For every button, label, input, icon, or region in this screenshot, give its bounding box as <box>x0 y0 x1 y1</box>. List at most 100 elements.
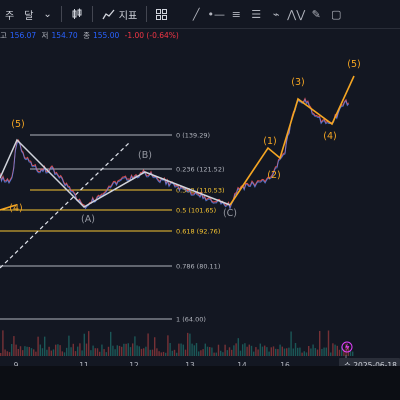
volume-bar <box>200 350 202 356</box>
candles-icon[interactable] <box>66 0 88 28</box>
volume-bar <box>187 332 189 356</box>
volume-bar <box>231 349 233 356</box>
volume-bar <box>70 347 72 356</box>
volume-bar <box>180 343 182 356</box>
wave-label: (A) <box>81 214 95 225</box>
price-line-red <box>0 97 350 210</box>
low-value: 154.70 <box>51 31 78 40</box>
fib-retracement-icon[interactable]: ☰ <box>251 7 262 21</box>
volume-bar <box>334 344 336 356</box>
interval-week-button[interactable]: 주 <box>0 0 19 28</box>
interval-month-button[interactable]: 달 <box>19 0 38 28</box>
volume-bar <box>74 351 77 356</box>
volume-bar <box>96 348 99 356</box>
horizontal-ray-icon[interactable]: •— <box>207 7 225 21</box>
volume-bar <box>316 349 319 356</box>
volume-bar <box>6 351 8 356</box>
volume-bar <box>4 349 6 356</box>
elliott-wave-icon[interactable]: ⋀⋁ <box>287 7 306 21</box>
volume-bar <box>312 344 314 356</box>
volume-bar <box>2 330 4 356</box>
volume-bar <box>349 351 352 356</box>
volume-bar <box>48 346 50 356</box>
volume-bar <box>92 345 94 356</box>
volume-bar <box>125 343 127 356</box>
volume-bar <box>228 347 231 356</box>
volume-bar <box>270 347 272 356</box>
volume-bar <box>224 344 226 356</box>
volume-bar <box>17 348 19 356</box>
volume-bar <box>242 344 244 356</box>
elliott-wave-lines <box>0 75 355 211</box>
volume-bar <box>52 349 55 356</box>
volume-bar <box>288 347 290 356</box>
volume-bar <box>286 348 288 356</box>
volume-bar <box>268 351 270 356</box>
volume-bar <box>176 352 178 356</box>
volume-bar <box>33 349 35 356</box>
wave-label: (4) <box>9 203 22 214</box>
rectangle-icon[interactable]: ▢ <box>331 7 342 21</box>
volume-bar <box>352 351 354 356</box>
volume-bar <box>19 346 22 356</box>
volume-bar <box>233 345 235 356</box>
volume-bar <box>253 351 255 356</box>
indicators-button[interactable]: 지표 <box>97 0 142 28</box>
low-label: 저 <box>41 31 49 40</box>
brush-icon[interactable]: ✎ <box>311 7 321 21</box>
layout-grid-icon[interactable] <box>151 0 172 28</box>
fib-level-label: 0.236 (121.52) <box>176 166 225 174</box>
volume-bar <box>206 346 209 356</box>
volume-bar <box>127 343 129 356</box>
volume-bar <box>257 349 259 356</box>
volume-bar <box>171 350 173 356</box>
volume-bar <box>132 343 134 356</box>
toolbar-divider <box>91 6 93 22</box>
interval-week-label: 주 <box>5 10 15 22</box>
volume-bar <box>281 346 283 356</box>
wave-label: (2) <box>267 170 280 181</box>
volume-bar <box>90 350 92 356</box>
volume-bar <box>0 353 2 356</box>
volume-bar <box>226 350 228 356</box>
wave-label: (3) <box>291 77 304 88</box>
trend-line-icon[interactable]: ╱ <box>192 7 200 21</box>
volume-bar <box>165 352 167 356</box>
wave-label: (C) <box>223 208 237 219</box>
impulse-wave-line <box>229 75 355 206</box>
toolbar-divider <box>60 6 62 22</box>
wave-label: (B) <box>138 150 152 161</box>
volume-bar <box>343 349 345 356</box>
cursor-date-label: 수 2025-06-18 <box>344 361 397 370</box>
volume-bar <box>134 336 136 356</box>
lightning-icon[interactable] <box>341 341 353 353</box>
chevron-down-icon[interactable]: ⌄ <box>43 8 52 20</box>
parallel-channel-icon[interactable]: ≡ <box>231 7 241 21</box>
volume-bar <box>341 346 343 356</box>
volume-bar <box>283 348 286 356</box>
volume-bar <box>272 346 275 356</box>
volume-bar <box>39 344 41 356</box>
volume-bar <box>143 348 145 356</box>
volume-bar <box>118 345 121 356</box>
volume-bars <box>0 330 354 356</box>
corrective-wave-line <box>0 138 231 208</box>
volume-bar <box>140 348 143 356</box>
volume-bar <box>213 352 215 356</box>
volume-bar <box>103 349 105 356</box>
fib-level-label: 0.382 (110.53) <box>176 187 225 195</box>
wave-label: (4) <box>323 131 336 142</box>
volume-bar <box>310 348 312 356</box>
volume-bar <box>94 348 96 356</box>
volume-bar <box>59 345 61 356</box>
volume-bar <box>66 347 68 356</box>
wave-label: (5) <box>347 59 360 70</box>
trend-projection-line <box>0 141 131 269</box>
volume-bar <box>347 345 349 356</box>
path-icon[interactable]: ⌁ <box>272 7 280 21</box>
volume-bar <box>55 344 57 356</box>
volume-bar <box>327 330 330 356</box>
volume-bar <box>149 349 151 356</box>
volume-bar <box>246 346 248 356</box>
